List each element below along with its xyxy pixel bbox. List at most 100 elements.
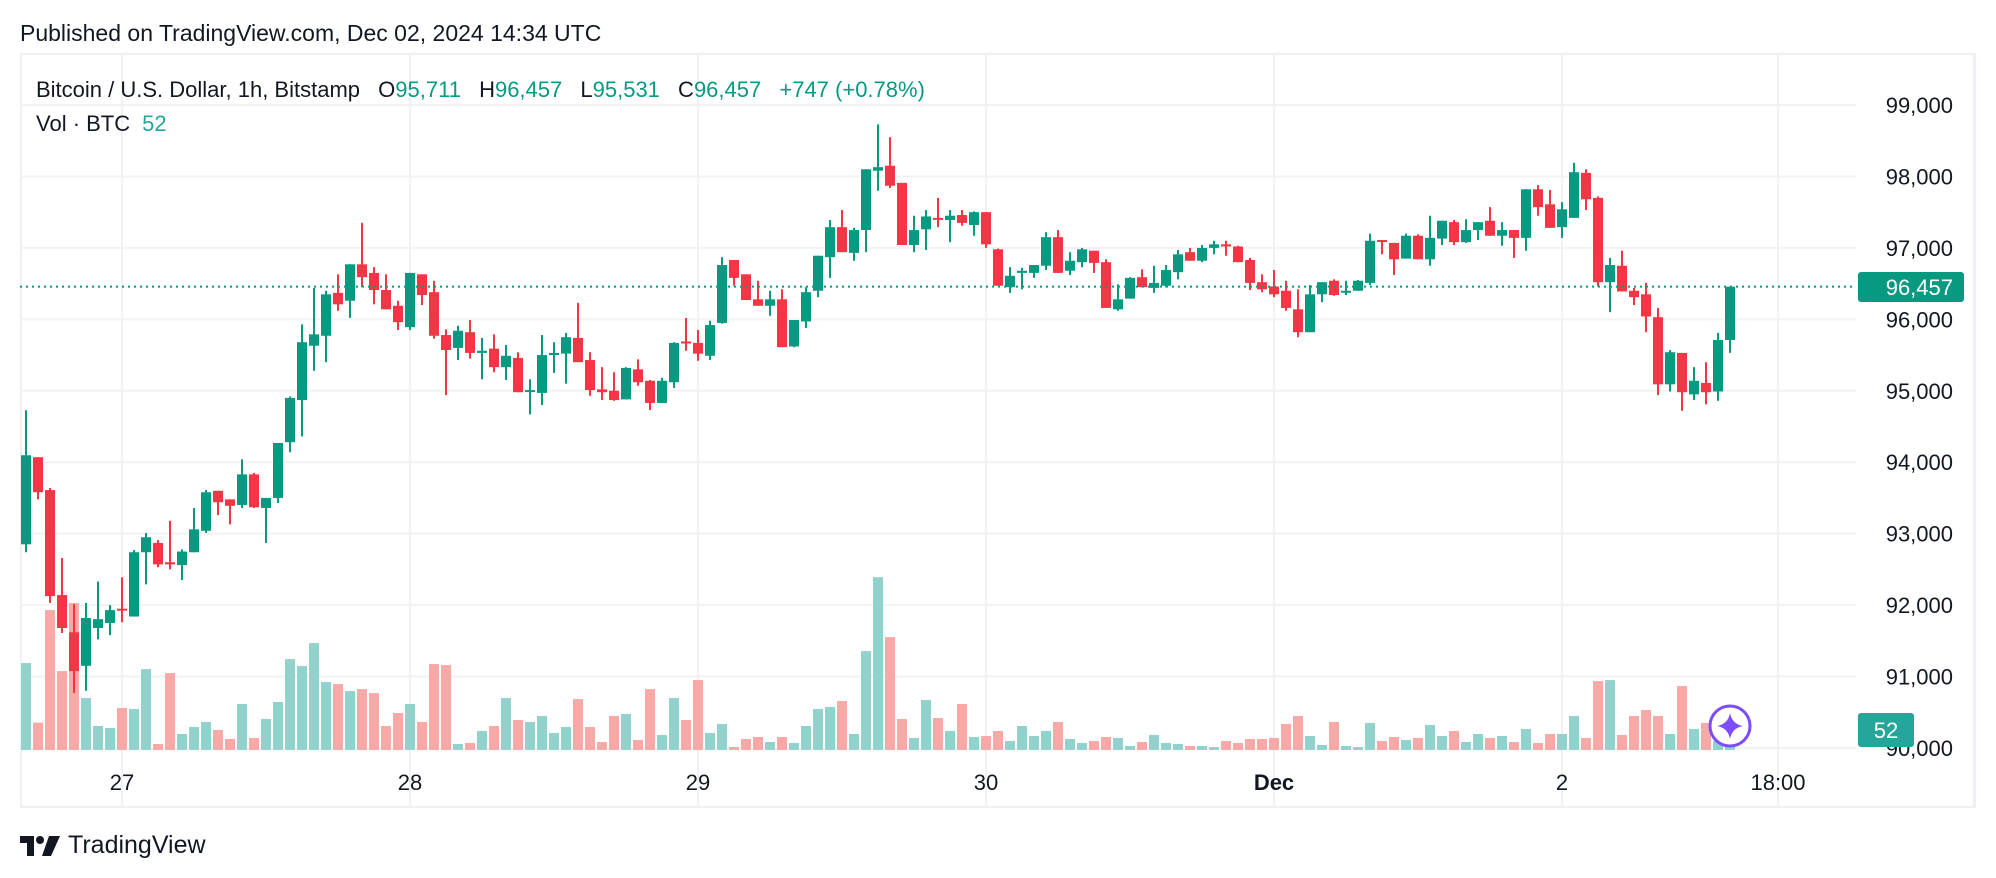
candle-wick <box>337 274 339 311</box>
candle-body <box>753 299 763 306</box>
candle <box>1185 247 1195 261</box>
candle-body <box>1473 222 1483 231</box>
volume-bar <box>45 610 55 750</box>
candle-body <box>1605 265 1615 283</box>
candle <box>993 248 1003 286</box>
candle <box>1545 190 1555 228</box>
candle-body <box>1293 309 1303 333</box>
candle <box>525 379 535 415</box>
candle <box>1029 265 1039 278</box>
candle-body <box>1317 282 1327 295</box>
volume-bar <box>645 689 655 750</box>
volume-bar <box>1605 680 1615 750</box>
candle <box>765 290 775 316</box>
candle <box>585 352 595 396</box>
legend-volume: Vol · BTC 52 <box>36 111 167 137</box>
assistant-sparkle-button[interactable] <box>1708 704 1752 748</box>
candle-wick <box>1021 267 1023 290</box>
legend-change: +747 (+0.78%) <box>779 77 925 102</box>
candle-body <box>777 299 787 348</box>
volume-bar <box>369 693 379 750</box>
volume-bar <box>1041 731 1051 750</box>
candle <box>1221 240 1231 256</box>
candle-body <box>633 369 643 383</box>
candle <box>273 442 283 503</box>
candle-body <box>1365 240 1375 283</box>
volume-bar <box>1557 734 1567 750</box>
candle <box>1197 245 1207 263</box>
volume-bar <box>813 709 823 750</box>
volume-bar <box>1389 737 1399 750</box>
candle <box>465 320 475 359</box>
candle-body <box>813 255 823 291</box>
candle-body <box>1425 237 1435 260</box>
volume-bar <box>1665 734 1675 750</box>
candle <box>429 280 439 339</box>
legend-symbol[interactable]: Bitcoin / U.S. Dollar, 1h, Bitstamp <box>36 77 361 102</box>
candle <box>1293 289 1303 338</box>
candle-body <box>1113 299 1123 310</box>
candle-body <box>573 337 583 363</box>
volume-bar <box>1629 716 1639 750</box>
volume-bar <box>1101 737 1111 750</box>
candle-body <box>1521 189 1531 238</box>
candle-wick <box>529 379 531 415</box>
candle-wick <box>97 581 99 640</box>
volume-bar <box>249 738 259 750</box>
candle-body <box>1089 250 1099 263</box>
volume-bar <box>1353 747 1363 750</box>
candle <box>285 396 295 453</box>
volume-bar <box>81 698 91 750</box>
candle-body <box>525 390 535 393</box>
volume-bar <box>921 700 931 750</box>
candle <box>1509 230 1519 258</box>
candle <box>1497 222 1507 246</box>
candle-body <box>1413 235 1423 260</box>
candle-body <box>825 227 835 258</box>
candle <box>837 210 847 253</box>
sparkle-icon <box>1717 713 1743 739</box>
candle-body <box>1533 189 1543 208</box>
candle-body <box>1185 252 1195 261</box>
candle <box>57 557 67 633</box>
volume-bar <box>765 742 775 750</box>
candle-body <box>669 342 679 383</box>
candle-body <box>549 352 559 356</box>
candle-body <box>501 355 511 368</box>
candle <box>1053 230 1063 273</box>
candle-wick <box>613 372 615 401</box>
candle-body <box>1341 290 1351 293</box>
candle <box>645 380 655 411</box>
candle <box>1245 257 1255 291</box>
candle-body <box>1197 247 1207 261</box>
candle <box>729 260 739 286</box>
candle-body <box>1569 172 1579 218</box>
tradingview-logo[interactable]: TradingView <box>20 831 206 860</box>
volume-bar <box>1413 738 1423 750</box>
volume-bar <box>585 727 595 750</box>
candle <box>189 507 199 553</box>
candle-body <box>1053 237 1063 273</box>
volume-bar <box>597 742 607 750</box>
grid <box>20 55 1856 806</box>
candle-body <box>177 551 187 566</box>
volume-bar <box>321 682 331 750</box>
candle <box>1137 269 1147 288</box>
candle-wick <box>1153 265 1155 293</box>
candle <box>105 605 115 636</box>
volume-bar <box>1365 723 1375 750</box>
candle <box>549 342 559 373</box>
candle-body <box>117 608 127 611</box>
candle <box>1041 232 1051 271</box>
candle <box>237 459 247 508</box>
volume-bar <box>1485 738 1495 750</box>
volume-bar <box>1473 734 1483 750</box>
candle <box>1233 245 1243 263</box>
volume-bar <box>213 730 223 750</box>
legend-volume-label[interactable]: Vol · BTC <box>36 111 131 136</box>
volume-bar <box>1533 743 1543 750</box>
candle-body <box>885 165 895 186</box>
candle <box>1281 280 1291 311</box>
candle-body <box>1701 382 1711 393</box>
